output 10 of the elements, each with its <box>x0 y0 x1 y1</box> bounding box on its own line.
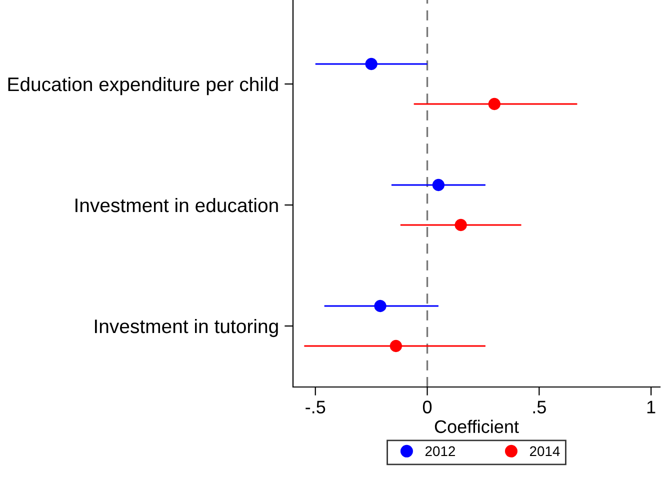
legend-label: 2014 <box>530 446 560 456</box>
x-tick-label: 0 <box>422 400 432 414</box>
y-tick-label: Education expenditure per child <box>8 76 278 96</box>
x-tick-label: -.5 <box>306 400 326 414</box>
y-tick-label: Investment in education <box>76 198 278 212</box>
y-tick-label: Investment in tutoring <box>95 318 278 338</box>
x-axis-title: Coefficient <box>434 420 519 434</box>
legend-label: 2012 <box>425 446 455 456</box>
x-tick-label: 1 <box>647 400 656 414</box>
x-tick-label: .5 <box>533 400 546 414</box>
